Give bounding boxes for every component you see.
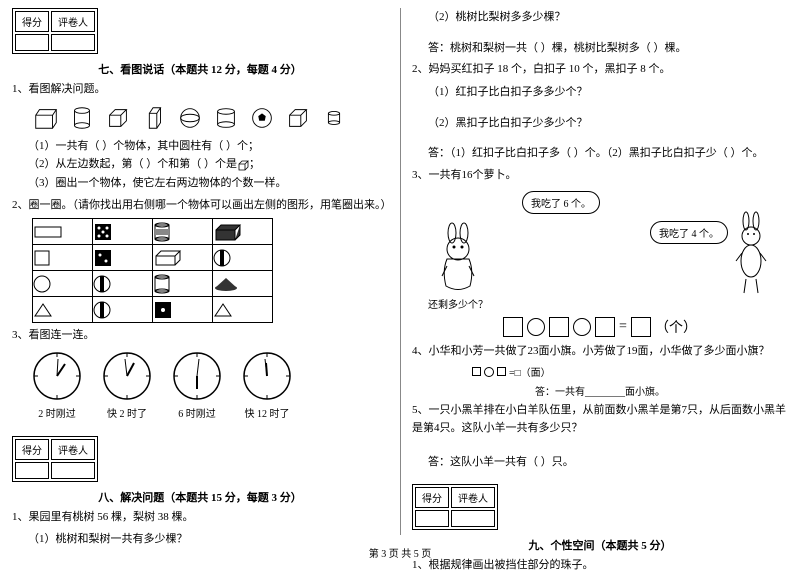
can2-icon: [153, 273, 171, 295]
box-icon: [213, 222, 243, 242]
q7-1: 1、看图解决问题。: [12, 81, 388, 99]
q4-ans: 答：一共有________面小旗。: [412, 383, 788, 398]
q8-5: 5、一只小黑羊排在小白羊队伍里，从前面数小黑羊是第7只，从后面数小黑羊是第4只。…: [412, 402, 788, 437]
q8-2: 2、妈妈买红扣子 18 个，白扣子 10 个，黑扣子 8 个。: [412, 61, 788, 79]
score-box-2: 得分评卷人: [12, 436, 98, 482]
dice3-icon: [153, 300, 173, 320]
ball-icon: [213, 249, 231, 267]
inline-cube-icon: [237, 159, 249, 171]
clock-4: 快 12 时了: [242, 351, 292, 420]
section-8-title: 八、解决问题（本题共 15 分，每题 3 分）: [12, 489, 388, 505]
q8-4: 4、小华和小芳一共做了23面小旗。小芳做了19面，小华做了多少面小旗？: [412, 343, 788, 361]
bubble-2: 我吃了 4 个。: [650, 221, 728, 244]
clock-label-3: 6 时刚过: [172, 405, 222, 420]
section-7-title: 七、看图说话（本题共 12 分，每题 4 分）: [12, 61, 388, 77]
q8-1-2: （2）桃树比梨树多多少棵？: [428, 8, 788, 27]
cone-icon: [213, 276, 239, 292]
circle-icon: [33, 275, 51, 293]
triangle2-icon: [213, 302, 233, 318]
bubble-1: 我吃了 6 个。: [522, 191, 600, 214]
dice2-icon: [93, 248, 113, 268]
clocks-row: 2 时刚过 快 2 时了 6 时刚过 快 12 时了: [32, 351, 388, 420]
cuboid-icon: [32, 105, 60, 131]
cylinder-icon: [68, 105, 96, 131]
triangle-icon: [33, 302, 53, 318]
rabbit-area: 我吃了 6 个。 我吃了 4 个。 还剩多少个？: [412, 191, 788, 311]
clock-1: 2 时刚过: [32, 351, 82, 420]
square-icon: [33, 249, 51, 267]
q8-2-1: （1）红扣子比白扣子多多少个？: [428, 83, 788, 102]
clock-label-4: 快 12 时了: [242, 405, 292, 420]
clock-3: 6 时刚过: [172, 351, 222, 420]
q8-1-ans: 答：桃树和梨树一共（ ）棵，桃树比梨树多（ ）棵。: [428, 39, 788, 58]
q7-1-2: （2）从左边数起，第（ ）个和第（ ）个是；: [28, 155, 388, 174]
grader-label: 评卷人: [51, 11, 95, 32]
q8-2-2: （2）黑扣子比白扣子少多少个？: [428, 114, 788, 133]
small-cylinder-icon: [320, 105, 348, 131]
clock-2: 快 2 时了: [102, 351, 152, 420]
can-icon: [153, 221, 171, 243]
q8-3: 3、一共有16个萝卜。: [412, 167, 788, 185]
q7-2: 2、圈一圈。（请你找出用右侧哪一个物体可以画出左侧的图形，用笔圈出来。）: [12, 197, 388, 215]
clock-face-3: [172, 351, 222, 401]
soccer-ball-icon: [248, 105, 276, 131]
remain-label: 还剩多少个？: [428, 296, 488, 311]
eq-box-4: [631, 317, 651, 337]
score-box: 得分评卷人: [12, 8, 98, 54]
eq-unit: （个）: [655, 317, 697, 337]
clock-label-1: 2 时刚过: [32, 405, 82, 420]
q7-3: 3、看图连一连。: [12, 327, 388, 345]
flat-box-icon: [153, 249, 183, 267]
ball2-icon: [93, 275, 111, 293]
cube2-icon: [284, 105, 312, 131]
right-column: （2）桃树比梨树多多少棵？ 答：桃树和梨树一共（ ）棵，桃树比梨树多（ ）棵。 …: [400, 0, 800, 540]
sphere-icon: [176, 105, 204, 131]
clock-face-2: [102, 351, 152, 401]
eq-op-2: [573, 318, 591, 336]
rabbit-1-icon: [432, 221, 487, 296]
clock-face-4: [242, 351, 292, 401]
rabbit-2-icon: [728, 211, 778, 296]
eq-box-2: [549, 317, 569, 337]
clock-face-1: [32, 351, 82, 401]
cylinder2-icon: [212, 105, 240, 131]
shapes-3d-row: [32, 105, 388, 131]
score-label: 得分: [15, 11, 49, 32]
left-column: 得分评卷人 七、看图说话（本题共 12 分，每题 4 分） 1、看图解决问题。 …: [0, 0, 400, 540]
score-box-3: 得分评卷人: [412, 484, 498, 530]
q7-1-1: （1）一共有（ ）个物体，其中圆柱有（ ）个；: [28, 137, 388, 156]
shapes-table: [32, 218, 273, 323]
q4-eq: =□（面）: [472, 364, 788, 379]
eq-box-3: [595, 317, 615, 337]
eq-op-1: [527, 318, 545, 336]
rect-icon: [33, 225, 63, 239]
clock-label-2: 快 2 时了: [102, 405, 152, 420]
eq-box-1: [503, 317, 523, 337]
q7-1-3: （3）圈出一个物体，使它左右两边物体的个数一样。: [28, 174, 388, 193]
q8-5-ans: 答：这队小羊一共有（ ）只。: [428, 453, 788, 472]
ball3-icon: [93, 301, 111, 319]
dice-icon: [93, 222, 113, 242]
page-footer: 第 3 页 共 5 页: [0, 545, 800, 560]
q8-2-ans: 答：（1）红扣子比白扣子多（ ）个。（2）黑扣子比白扣子少（ ）个。: [428, 144, 788, 163]
tall-cuboid-icon: [140, 105, 168, 131]
q8-1: 1、果园里有桃树 56 棵，梨树 38 棵。: [12, 509, 388, 527]
eq-boxes: = （个）: [412, 317, 788, 337]
cube-icon: [104, 105, 132, 131]
